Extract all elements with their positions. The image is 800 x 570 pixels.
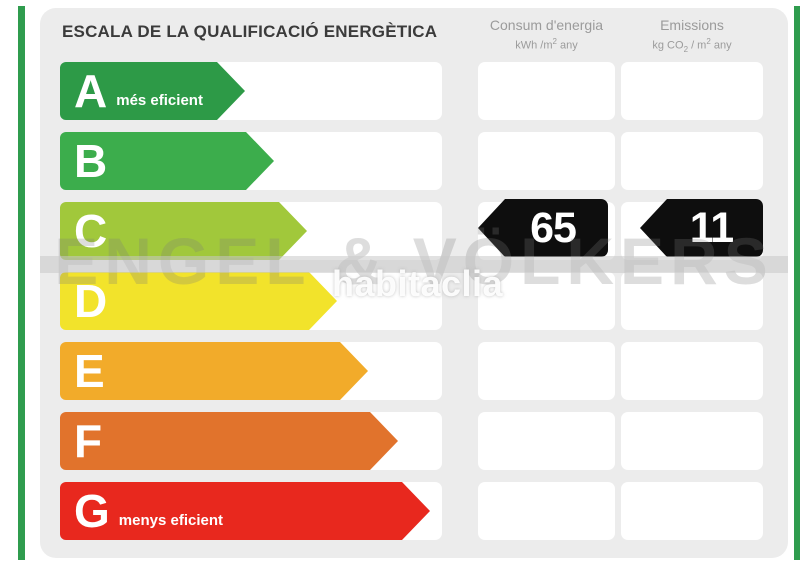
consumption-cell (478, 132, 615, 190)
rating-letter: B (74, 135, 108, 187)
consumption-cell (478, 342, 615, 400)
consumption-column-unit: kWh /m2 any (515, 37, 578, 52)
consumption-value-arrow: 65 (478, 199, 608, 257)
rating-letter: F (74, 415, 103, 467)
rating-bar-arrow: F (60, 412, 398, 470)
page-title: ESCALA DE LA QUALIFICACIÓ ENERGÈTICA (62, 22, 438, 41)
rating-row: D (40, 272, 788, 330)
left-green-border (18, 6, 25, 560)
rating-row: A més eficient (40, 62, 788, 120)
rating-bar-arrow: G menys eficient (60, 482, 430, 540)
rating-row: F (40, 412, 788, 470)
efficiency-note: més eficient (116, 91, 203, 109)
consumption-cell (478, 62, 615, 120)
consumption-column-header: Consum d'energia kWh /m2 any (478, 16, 615, 54)
emissions-cell (621, 272, 763, 330)
rating-bar-arrow: D (60, 272, 337, 330)
emissions-cell (621, 342, 763, 400)
consumption-cell (478, 272, 615, 330)
emissions-column-header: Emissions kg CO2 / m2 any (621, 16, 763, 58)
certificate-panel: ESCALA DE LA QUALIFICACIÓ ENERGÈTICA Con… (40, 8, 788, 558)
rating-row: G menys eficient (40, 482, 788, 540)
rating-letter: A (74, 65, 108, 117)
rating-bar-arrow: B (60, 132, 274, 190)
rating-bar-arrow: C (60, 202, 307, 260)
efficiency-note: menys eficient (118, 511, 223, 529)
rating-bar-arrow: A més eficient (60, 62, 245, 120)
right-green-border (794, 6, 800, 560)
emissions-cell (621, 132, 763, 190)
consumption-column-label: Consum d'energia (489, 17, 604, 33)
rating-letter: G (74, 485, 110, 537)
emissions-column-label: Emissions (660, 17, 724, 33)
rating-letter: C (74, 205, 108, 257)
consumption-cell (478, 482, 615, 540)
rating-bar-arrow: E (60, 342, 368, 400)
consumption-value: 65 (530, 203, 577, 252)
rating-row: B (40, 132, 788, 190)
consumption-cell (478, 412, 615, 470)
emissions-column-unit: kg CO2 / m2 any (652, 37, 732, 54)
emissions-cell (621, 482, 763, 540)
rating-letter: D (74, 275, 108, 327)
emissions-value-arrow: 11 (640, 199, 763, 257)
rating-row: E (40, 342, 788, 400)
rating-letter: E (74, 345, 105, 397)
emissions-cell (621, 412, 763, 470)
emissions-value: 11 (689, 203, 734, 252)
emissions-cell (621, 62, 763, 120)
rating-rows: A més eficient B C (40, 8, 788, 558)
